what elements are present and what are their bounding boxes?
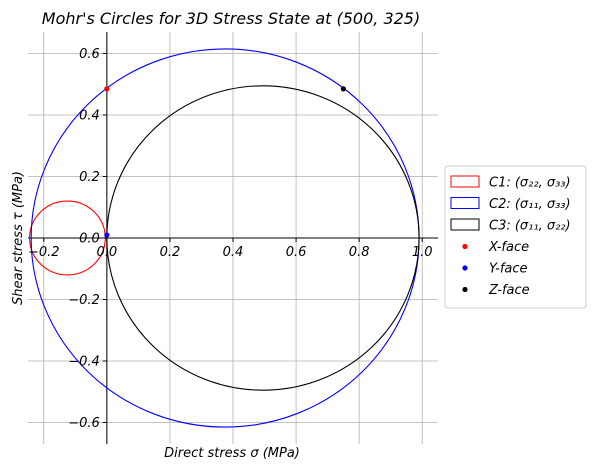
y-tick-label-4: 0.2 <box>79 170 100 185</box>
x-tick-label-1: 0.0 <box>97 245 118 260</box>
tick-labels: −0.2 0.0 0.2 0.4 0.6 0.8 1.0 −0.6 −0.4 −0.2 0.0 0.2… <box>28 47 433 431</box>
face-points <box>104 86 346 238</box>
legend-marker-z-face <box>462 286 468 293</box>
legend-label-z-face: Z-face <box>488 283 530 298</box>
y-tick-label-3: 0.0 <box>79 232 100 247</box>
legend-label-c3: C3: (σ₁₁, σ₂₂) <box>489 219 571 234</box>
x-tick-label-4: 0.6 <box>286 245 307 260</box>
legend-label-x-face: X-face <box>488 240 529 255</box>
legend-label-y-face: Y-face <box>489 262 528 277</box>
y-tick-label-2: −0.2 <box>68 293 100 308</box>
legend-frame <box>444 165 587 309</box>
legend-swatch-c2 <box>450 197 480 209</box>
x-axis-label: Direct stress σ (MPa) <box>164 446 300 461</box>
x-tick-label-6: 1.0 <box>412 245 433 260</box>
y-tick-label-1: −0.4 <box>68 354 100 369</box>
x-tick-label-5: 0.8 <box>349 245 370 260</box>
chart-title: Mohr's Circles for 3D Stress State at (5… <box>42 9 420 28</box>
face-point-x-face <box>104 86 110 92</box>
legend-label-c1: C1: (σ₂₂, σ₃₃) <box>489 176 571 191</box>
face-point-z-face <box>340 86 346 92</box>
legend-marker-x-face <box>462 243 468 250</box>
y-tick-label-6: 0.6 <box>79 47 100 62</box>
legend-swatch-c1 <box>450 175 480 188</box>
legend-swatch-c3 <box>450 218 480 231</box>
y-tick-label-0: −0.6 <box>68 416 100 431</box>
y-axis-label: Shear stress τ (MPa) <box>11 171 26 305</box>
legend-label-c2: C2: (σ₁₁, σ₃₃) <box>489 197 571 212</box>
x-tick-label-3: 0.4 <box>223 245 244 260</box>
y-tick-label-5: 0.4 <box>79 109 100 124</box>
x-tick-label-0: −0.2 <box>28 245 60 260</box>
legend-marker-y-face <box>462 265 468 271</box>
x-tick-label-2: 0.2 <box>160 245 181 260</box>
legend: C1: (σ₂₂, σ₃₃) C2: (σ₁₁, σ₃₃) C3: (σ₁₁, σ₂… <box>444 165 587 309</box>
face-point-y-face <box>104 232 110 238</box>
